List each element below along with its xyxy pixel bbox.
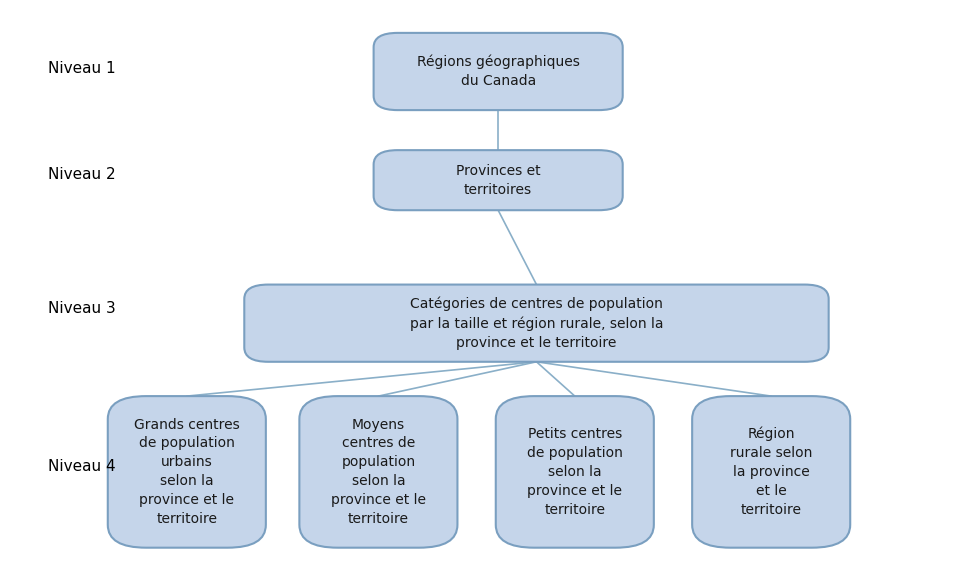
Text: Régions géographiques
du Canada: Régions géographiques du Canada [417,55,580,88]
Text: Petits centres
de population
selon la
province et le
territoire: Petits centres de population selon la pr… [527,427,623,517]
Text: Catégories de centres de population
par la taille et région rurale, selon la
pro: Catégories de centres de population par … [410,297,663,349]
Text: Provinces et
territoires: Provinces et territoires [456,164,540,197]
FancyBboxPatch shape [299,396,458,548]
Text: Moyens
centres de
population
selon la
province et le
territoire: Moyens centres de population selon la pr… [331,418,426,526]
Text: Niveau 3: Niveau 3 [48,301,115,316]
Text: Région
rurale selon
la province
et le
territoire: Région rurale selon la province et le te… [730,427,812,517]
FancyBboxPatch shape [374,33,623,110]
FancyBboxPatch shape [244,285,829,362]
Text: Niveau 1: Niveau 1 [48,61,115,76]
FancyBboxPatch shape [374,150,623,210]
Text: Grands centres
de population
urbains
selon la
province et le
territoire: Grands centres de population urbains sel… [134,418,240,526]
Text: Niveau 2: Niveau 2 [48,167,115,182]
FancyBboxPatch shape [107,396,266,548]
FancyBboxPatch shape [496,396,653,548]
FancyBboxPatch shape [692,396,851,548]
Text: Niveau 4: Niveau 4 [48,459,115,474]
